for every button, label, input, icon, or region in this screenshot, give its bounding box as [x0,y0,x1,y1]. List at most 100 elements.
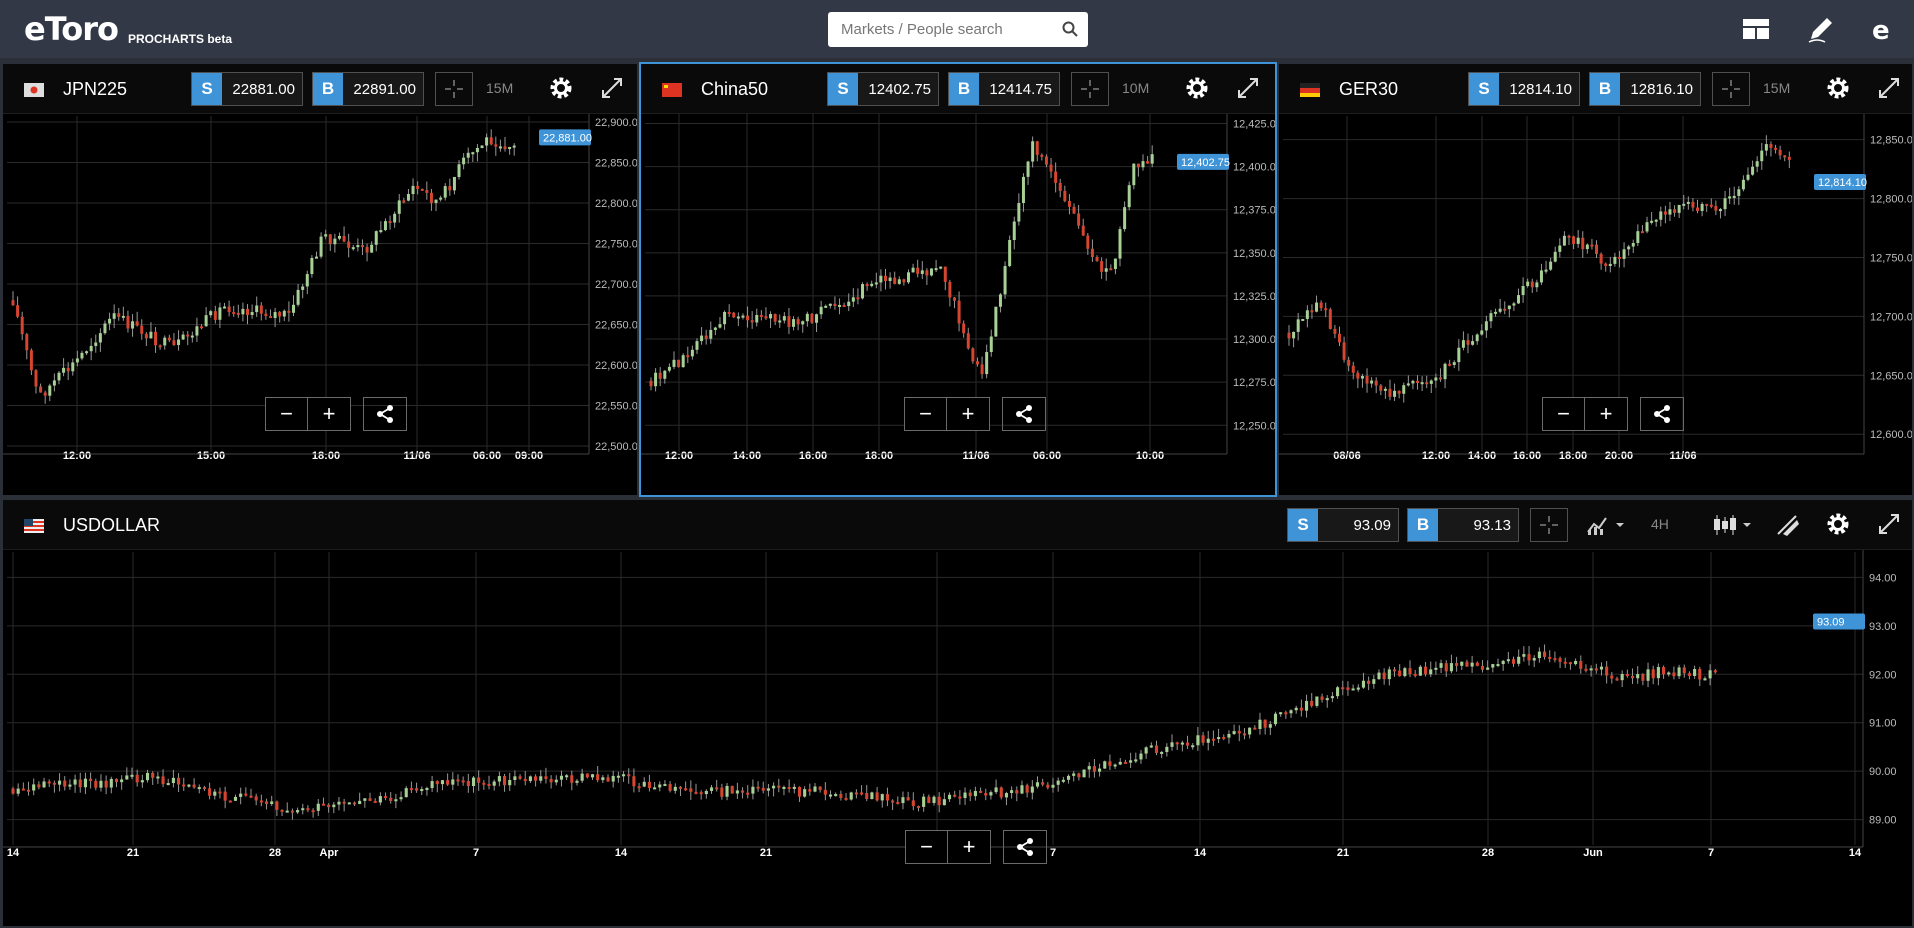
chart-panel-china50[interactable]: China50 S 12402.75 B 12414.75 10M 12:00 14:… [639,62,1277,497]
expand-icon[interactable] [1235,75,1261,101]
zoom-in-button[interactable]: + [322,401,336,426]
crosshair-button[interactable] [1071,72,1109,106]
buy-button[interactable]: B 93.13 [1407,508,1519,542]
etoro-logo[interactable]: eToro [24,10,119,48]
candle [632,768,636,793]
candle [755,308,759,327]
sell-button[interactable]: S 12814.10 [1468,72,1580,106]
zoom-in-button[interactable]: + [962,834,976,859]
timeframe-select[interactable]: 4H [1651,516,1669,532]
timeframe-select[interactable]: 15M [486,80,514,96]
candle [1668,201,1672,222]
candle [1498,298,1502,314]
gear-icon[interactable] [1825,75,1851,101]
zoom-out-button[interactable]: − [1543,398,1585,430]
buy-button[interactable]: B 22891.00 [312,72,424,106]
layout-icon[interactable] [1740,13,1772,45]
candle [844,793,848,801]
candle [828,790,833,799]
chart-panel-usdollar[interactable]: USDOLLAR S 93.09 B 93.13 4H 14 21 28 Apr 7 14 21… [1,498,1914,928]
candle [1460,661,1464,670]
crosshair-button[interactable] [1712,72,1750,106]
candle [47,779,51,788]
share-button[interactable] [363,397,407,431]
instrument-name[interactable]: China50 [701,79,769,99]
candle [259,302,263,321]
share-button[interactable] [1002,397,1046,431]
gear-icon[interactable] [1184,75,1210,101]
candle [998,293,1002,313]
candle [1201,731,1205,746]
candle [1379,384,1383,396]
candle-type-icon[interactable] [1711,512,1755,538]
instrument-name[interactable]: JPN225 [63,79,128,99]
candle [1416,375,1420,390]
zoom-in-button[interactable]: + [961,401,975,426]
share-button[interactable] [1003,830,1047,864]
y-tick-label: 22,800.00 [595,198,637,210]
candle [1301,318,1305,321]
candle [236,304,240,318]
instrument-name[interactable]: GER30 [1339,79,1399,99]
timeframe-select[interactable]: 15M [1763,80,1791,96]
expand-icon[interactable] [599,75,625,101]
crosshair-button[interactable] [1530,508,1568,542]
buy-button[interactable]: B 12414.75 [948,72,1060,106]
indicator-icon[interactable] [1586,514,1628,536]
instrument-name[interactable]: USDOLLAR [63,515,161,535]
candle [73,774,77,793]
buy-button[interactable]: B 12816.10 [1589,72,1701,106]
candle [192,778,196,789]
candle [1150,145,1154,168]
candle [1041,778,1045,787]
expand-icon[interactable] [1876,75,1902,101]
crosshair-button[interactable] [435,72,473,106]
search-input[interactable] [828,12,1048,47]
candle [57,371,61,385]
candle [223,302,227,309]
candle [611,770,615,788]
search-box[interactable] [828,12,1088,47]
zoom-in-button[interactable]: + [1599,401,1613,426]
timeframe-select[interactable]: 10M [1122,80,1150,96]
current-price-label: 12,814.10 [1814,173,1867,190]
candle [233,794,238,802]
chart-panel-ger30[interactable]: GER30 S 12814.10 B 12816.10 15M 08/06 12:00… [1277,62,1914,497]
sell-button[interactable]: S 93.09 [1287,508,1399,542]
pen-icon[interactable] [1805,13,1837,45]
candlestick-chart[interactable]: 142128Apr71421May7142128Jun71494.0093.00… [3,550,1912,926]
etoro-icon[interactable]: e [1868,13,1900,45]
candle [888,272,892,289]
candle [448,178,452,196]
candle [306,805,310,813]
zoom-out-button[interactable]: − [266,398,308,430]
candle [140,774,144,788]
candle [158,344,162,350]
candle [190,331,194,343]
candle [929,268,933,277]
gear-icon[interactable] [1825,511,1851,537]
candle [642,777,646,788]
draw-tool-icon[interactable] [1775,512,1801,538]
gear-icon[interactable] [548,75,574,101]
zoom-out-button[interactable]: − [906,831,948,863]
sell-button[interactable]: S 12402.75 [827,72,939,106]
candle [1558,238,1562,258]
share-button[interactable] [1640,397,1684,431]
expand-icon[interactable] [1876,511,1902,537]
candlestick-chart[interactable]: 12:0015:0018:0011/0606:0009:0022,900.002… [3,114,637,495]
candle [1098,763,1102,777]
candle [1501,659,1505,671]
candle [1617,250,1621,268]
zoom-out-button[interactable]: − [905,398,947,430]
candle [942,792,946,806]
candle [575,778,579,786]
candlestick-chart[interactable]: 12:00 14:00 16:00 18:00 11/06 06:00 10:00 12,42… [641,114,1275,495]
candle [922,793,926,812]
candle [1025,783,1029,798]
candlestick-chart[interactable]: 08/06 12:00 14:00 16:00 18:00 20:00 11/06 12,85… [1279,114,1912,495]
sell-button[interactable]: S 22881.00 [191,72,303,106]
search-icon[interactable] [1062,21,1078,37]
chart-panel-jpn225[interactable]: JPN225 S 22881.00 B 22891.00 15M 12:00 15:0… [1,62,639,497]
candle [1673,205,1677,217]
